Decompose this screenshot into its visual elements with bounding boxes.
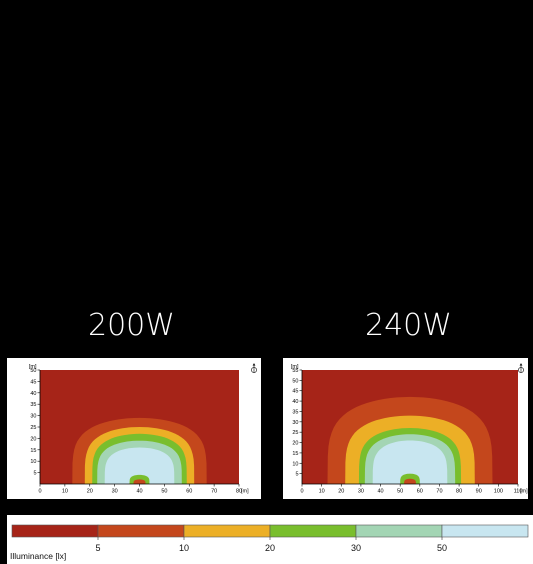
legend-swatch xyxy=(269,524,357,538)
x-tick-label: 80 xyxy=(456,489,462,495)
x-tick-label: 20 xyxy=(87,489,93,495)
x-tick-label: 50 xyxy=(397,489,403,495)
y-tick-label: 5 xyxy=(295,472,298,478)
x-tick-label: 80 xyxy=(236,489,242,495)
x-tick-label: 0 xyxy=(38,489,41,495)
y-tick-label: 45 xyxy=(292,389,298,395)
y-tick-label: 45 xyxy=(30,379,36,385)
y-tick-label: 35 xyxy=(292,409,298,415)
chart-svg-1: 0 10 20 30 40 50 60 70 80 90 100 110[m]510152025303… xyxy=(291,363,528,495)
y-tick-label: 20 xyxy=(30,436,36,442)
legend-title: Illuminance [lx] xyxy=(10,551,66,561)
x-tick-label: 100 xyxy=(494,489,503,495)
x-tick-label: 70 xyxy=(436,489,442,495)
legend-tick-label: 10 xyxy=(179,543,189,553)
legend-swatch xyxy=(97,524,185,538)
y-tick-label: 35 xyxy=(30,402,36,408)
legend-tick-label: 20 xyxy=(265,543,275,553)
illuminance-plot-200w: 0 10 20 30 40 50 60 70 80 [m] 5 10 15 20 25 30 35 40 45 50[… xyxy=(7,358,261,499)
y-tick-label: 40 xyxy=(30,391,36,397)
y-tick-label: 30 xyxy=(30,414,36,420)
legend-swatch xyxy=(183,524,271,538)
x-tick-label: 40 xyxy=(377,489,383,495)
x-tick-label: 30 xyxy=(358,489,364,495)
x-tick-label: 40 xyxy=(136,489,142,495)
hotspot-core xyxy=(133,479,146,484)
legend-swatch xyxy=(11,524,99,538)
illuminance-plot-240w: 0 10 20 30 40 50 60 70 80 90 100 110 [m] 5 10 15 20 25 30 3… xyxy=(283,358,528,499)
y-tick-label: 30 xyxy=(292,420,298,426)
x-axis-label: [m] xyxy=(520,489,528,495)
x-tick-label: 10 xyxy=(319,489,325,495)
north-arrow-icon xyxy=(518,363,524,373)
y-tick-label: 40 xyxy=(292,399,298,405)
x-tick-label: 0 xyxy=(300,489,303,495)
y-axis-label: [m] xyxy=(29,364,37,370)
y-tick-label: 10 xyxy=(30,459,36,465)
x-tick-label: 110 xyxy=(514,489,523,495)
y-tick-label: 5 xyxy=(33,471,36,477)
x-tick-label: 20 xyxy=(338,489,344,495)
y-tick-label: 50 xyxy=(30,368,36,374)
contour-50lx xyxy=(104,447,175,484)
x-tick-label: 50 xyxy=(161,489,167,495)
legend-tick-label: 50 xyxy=(437,543,447,553)
illuminance-legend: 5 10 20 30 50 Illuminance [lx] xyxy=(7,515,533,564)
legend-tick-label: 5 xyxy=(95,543,100,553)
y-tick-label: 55 xyxy=(292,368,298,374)
y-tick-label: 15 xyxy=(292,451,298,457)
x-tick-label: 10 xyxy=(62,489,68,495)
hotspot-core xyxy=(404,478,416,484)
y-tick-label: 50 xyxy=(292,378,298,384)
contour-group xyxy=(327,396,493,484)
contour-group xyxy=(72,417,207,484)
x-tick-label: 60 xyxy=(417,489,423,495)
legend-tick-label: 30 xyxy=(351,543,361,553)
label-240w: 240W xyxy=(365,308,452,343)
x-axis-label: [m] xyxy=(241,489,249,495)
y-tick-label: 25 xyxy=(292,430,298,436)
legend-swatch xyxy=(355,524,443,538)
chart-svg-0: 0 10 20 30 40 50 60 70 80[m]5101520253035404550[… xyxy=(29,363,257,495)
y-tick-label: 20 xyxy=(292,441,298,447)
legend-svg: 5 10 20 30 50 Illuminance [lx] xyxy=(10,524,529,561)
label-200w: 200W xyxy=(88,308,175,343)
x-tick-label: 60 xyxy=(186,489,192,495)
x-tick-label: 70 xyxy=(211,489,217,495)
legend-swatch xyxy=(441,524,529,538)
x-tick-label: 30 xyxy=(112,489,118,495)
north-arrow-icon xyxy=(251,363,257,373)
y-tick-label: 25 xyxy=(30,425,36,431)
y-axis-label: [m] xyxy=(291,364,299,370)
y-tick-label: 10 xyxy=(292,461,298,467)
y-tick-label: 15 xyxy=(30,448,36,454)
contour-50lx xyxy=(372,440,448,484)
x-tick-label: 90 xyxy=(476,489,482,495)
